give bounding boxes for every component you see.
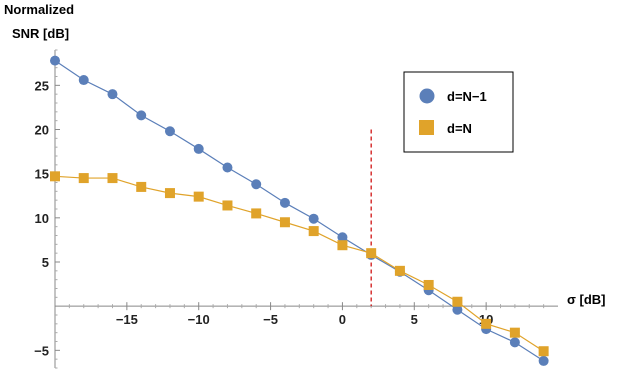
data-point-square: [279, 217, 290, 228]
x-tick-label: 5: [411, 312, 418, 327]
y-tick-label: 5: [42, 255, 49, 270]
data-point-circle: [193, 143, 204, 154]
data-point-square: [366, 248, 377, 259]
data-point-square: [538, 346, 549, 357]
data-point-circle: [251, 179, 262, 190]
data-point-square: [251, 208, 262, 219]
data-point-square: [423, 279, 434, 290]
y-tick-label: −5: [34, 343, 49, 358]
x-tick-label: −15: [116, 312, 138, 327]
y-axis-title-line1: Normalized: [4, 2, 74, 17]
data-point-square: [452, 296, 463, 307]
data-point-square: [509, 327, 520, 338]
data-point-circle: [164, 126, 175, 137]
y-tick-label: 20: [35, 123, 49, 138]
series-layer: [50, 55, 549, 366]
y-tick-label: 25: [35, 78, 49, 93]
data-point-circle: [337, 232, 348, 243]
data-point-circle: [509, 337, 520, 348]
data-point-circle: [107, 89, 118, 100]
x-tick-label: 0: [339, 312, 346, 327]
data-point-circle: [50, 55, 60, 66]
y-tick-label: 10: [35, 211, 49, 226]
x-axis-title: σ [dB]: [567, 292, 606, 307]
data-point-square: [394, 265, 405, 276]
data-point-circle: [78, 75, 89, 86]
data-point-square: [50, 171, 60, 182]
data-point-circle: [452, 304, 463, 315]
y-tick-label: 15: [35, 167, 49, 182]
data-point-square: [308, 226, 319, 237]
legend: d=N−1 d=N: [403, 71, 514, 153]
x-tick-label: −5: [263, 312, 278, 327]
data-point-square: [107, 173, 118, 184]
data-point-circle: [308, 213, 319, 224]
y-axis-title-line2: SNR [dB]: [12, 26, 69, 41]
data-point-square: [164, 188, 175, 199]
data-point-square: [136, 181, 147, 192]
legend-label-d-n: d=N: [447, 121, 472, 136]
data-point-square: [481, 318, 492, 329]
legend-marker-d-n-minus-1: [419, 88, 435, 104]
data-point-square: [78, 173, 89, 184]
legend-marker-d-n: [419, 120, 434, 135]
data-point-circle: [222, 162, 233, 173]
data-point-circle: [538, 355, 549, 366]
data-point-square: [222, 200, 233, 211]
data-point-circle: [279, 197, 290, 208]
data-point-circle: [136, 110, 147, 121]
data-point-square: [337, 240, 348, 251]
data-point-square: [193, 191, 204, 202]
legend-box: [403, 71, 514, 153]
legend-label-d-n-minus-1: d=N−1: [447, 89, 487, 104]
series-line-0: [54, 60, 544, 362]
x-tick-label: −10: [188, 312, 210, 327]
